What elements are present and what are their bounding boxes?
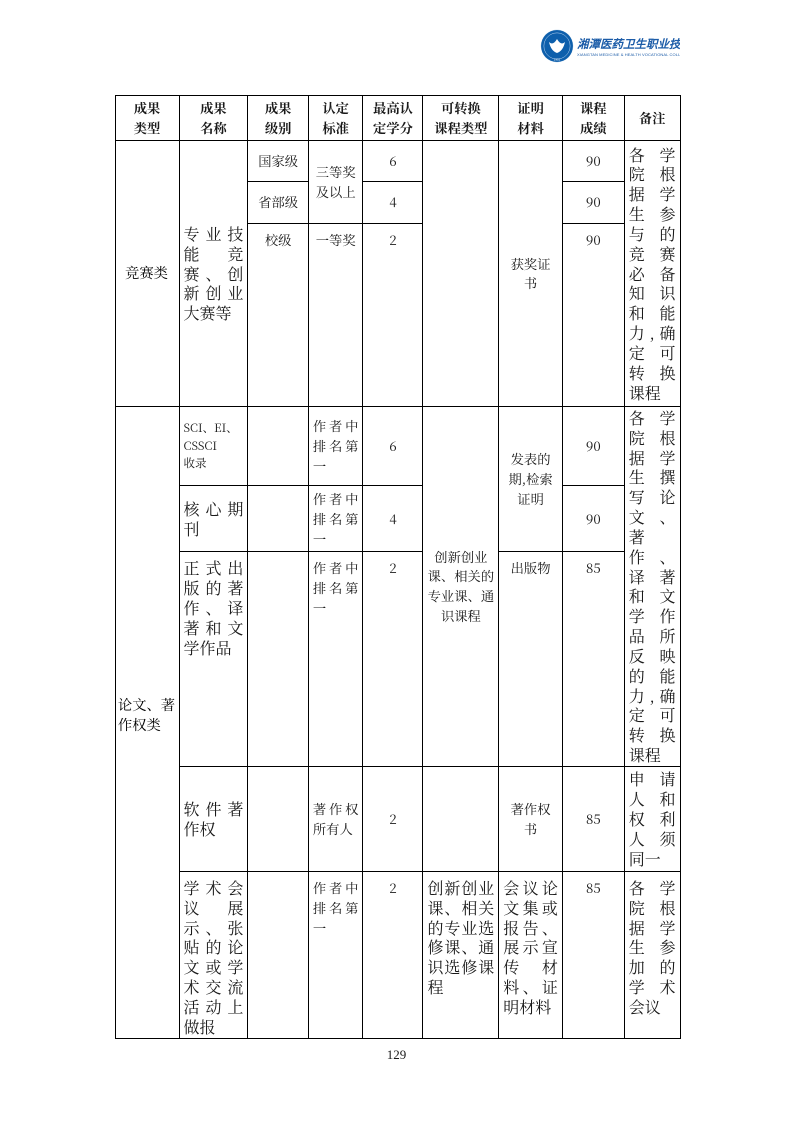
svg-text:1951: 1951	[554, 58, 561, 62]
svg-text:XIANGTAN MEDICINE & HEALTH VOC: XIANGTAN MEDICINE & HEALTH VOCATIONAL CO…	[577, 52, 680, 57]
svg-text:湘潭医药卫生职业技术学院: 湘潭医药卫生职业技术学院	[577, 37, 680, 51]
